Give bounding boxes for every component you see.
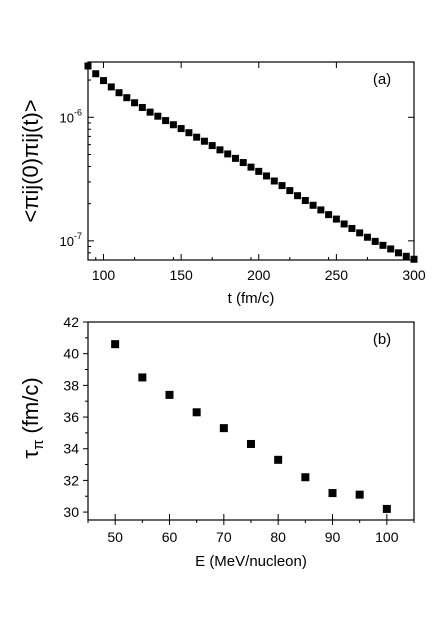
y-tick-label-a: 10-7	[60, 231, 82, 249]
data-point-a	[138, 103, 146, 111]
y-tick-label-b: 32	[63, 472, 79, 488]
data-point-a	[185, 129, 193, 137]
plot-frame-a	[87, 61, 415, 261]
y-tick-label-a: 10-6	[60, 107, 82, 125]
data-point-a	[123, 94, 131, 102]
panel-label-b: (b)	[373, 331, 391, 348]
x-tick-label-a: 200	[247, 267, 271, 283]
data-point-a	[263, 172, 271, 180]
data-point-a	[394, 249, 402, 257]
data-point-a	[301, 197, 309, 205]
x-tick-label-a: 300	[402, 267, 426, 283]
x-tick-label-b: 90	[325, 529, 341, 545]
data-point-b	[274, 455, 283, 464]
x-axis-label-a: t (fm/c)	[228, 290, 275, 307]
data-point-a	[224, 150, 232, 158]
y-tick-mantissa-a: 10	[60, 234, 74, 249]
data-point-a	[309, 201, 317, 209]
data-point-a	[92, 70, 100, 78]
data-point-b	[382, 504, 391, 513]
x-tick-label-a: 150	[169, 267, 193, 283]
data-point-a	[294, 192, 302, 200]
data-point-a	[146, 108, 154, 116]
y-tick-mantissa-a: 10	[60, 110, 74, 125]
x-tick-label-b: 60	[162, 529, 178, 545]
data-point-b	[192, 408, 201, 417]
x-tick-label-a: 100	[92, 267, 116, 283]
data-point-a	[84, 62, 92, 70]
data-point-b	[328, 489, 337, 498]
data-point-a	[317, 206, 325, 214]
x-axis-label-b: E (MeV/nucleon)	[195, 553, 307, 570]
y-tick-label-b: 38	[63, 377, 79, 393]
data-point-b	[355, 490, 364, 499]
data-point-a	[255, 167, 263, 175]
data-point-a	[332, 215, 340, 223]
data-point-a	[208, 142, 216, 150]
data-point-a	[154, 112, 162, 120]
data-point-b	[165, 390, 174, 399]
data-points-b	[111, 340, 391, 513]
data-point-a	[363, 233, 371, 241]
data-point-a	[379, 241, 387, 249]
data-point-a	[270, 177, 278, 185]
data-point-a	[325, 211, 333, 219]
data-point-a	[286, 187, 294, 195]
data-point-a	[162, 117, 170, 125]
y-axis-label-a: <πij(0)πij(t)>	[18, 99, 43, 222]
y-tick-label-b: 40	[63, 346, 79, 362]
data-point-a	[247, 163, 255, 171]
plot-frame-b	[87, 321, 415, 521]
data-point-a	[387, 245, 395, 253]
data-point-a	[348, 224, 356, 232]
y-tick-label-b: 36	[63, 409, 79, 425]
y-axis-subscript-b: π	[30, 440, 47, 450]
data-point-b	[111, 340, 120, 349]
data-point-a	[193, 133, 201, 141]
data-points-a	[84, 62, 418, 263]
y-axis-label-b: τπ (fm/c)	[18, 377, 47, 458]
y-tick-exponent-a: -6	[74, 107, 82, 117]
panel-label-a: (a)	[373, 71, 391, 88]
y-tick-label-b: 30	[63, 504, 79, 520]
y-tick-label-b: 42	[63, 314, 79, 330]
data-point-a	[239, 159, 247, 167]
data-point-a	[177, 125, 185, 133]
y-tick-exponent-a: -7	[74, 231, 82, 241]
data-point-b	[219, 424, 228, 433]
axes-b: 50 60 70 80 90 100 30 32 34 36 38 40 42	[63, 314, 415, 545]
y-axis-unit-b: (fm/c)	[18, 377, 43, 433]
data-point-a	[169, 121, 177, 129]
data-point-a	[216, 146, 224, 154]
data-point-a	[340, 220, 348, 228]
y-tick-label-b: 34	[63, 441, 79, 457]
x-tick-label-b: 80	[270, 529, 286, 545]
data-point-a	[402, 252, 410, 260]
x-tick-label-b: 70	[216, 529, 232, 545]
data-point-b	[138, 373, 147, 382]
data-point-a	[115, 89, 123, 97]
x-tick-label-a: 250	[325, 267, 349, 283]
panel-b: 50 60 70 80 90 100 30 32 34 36 38 40 42 (b) E (MeV/n…	[18, 314, 415, 570]
data-point-b	[301, 473, 310, 482]
data-point-a	[107, 83, 115, 91]
data-point-a	[356, 229, 364, 237]
x-tick-label-b: 50	[107, 529, 123, 545]
data-point-b	[247, 439, 255, 448]
data-point-a	[131, 99, 139, 107]
data-point-a	[278, 182, 286, 190]
x-tick-label-b: 100	[375, 529, 399, 545]
data-point-a	[200, 137, 208, 145]
y-axis-symbol-b: τ	[18, 450, 43, 459]
data-point-a	[231, 154, 239, 162]
data-point-a	[100, 77, 108, 85]
data-point-a	[371, 237, 379, 245]
